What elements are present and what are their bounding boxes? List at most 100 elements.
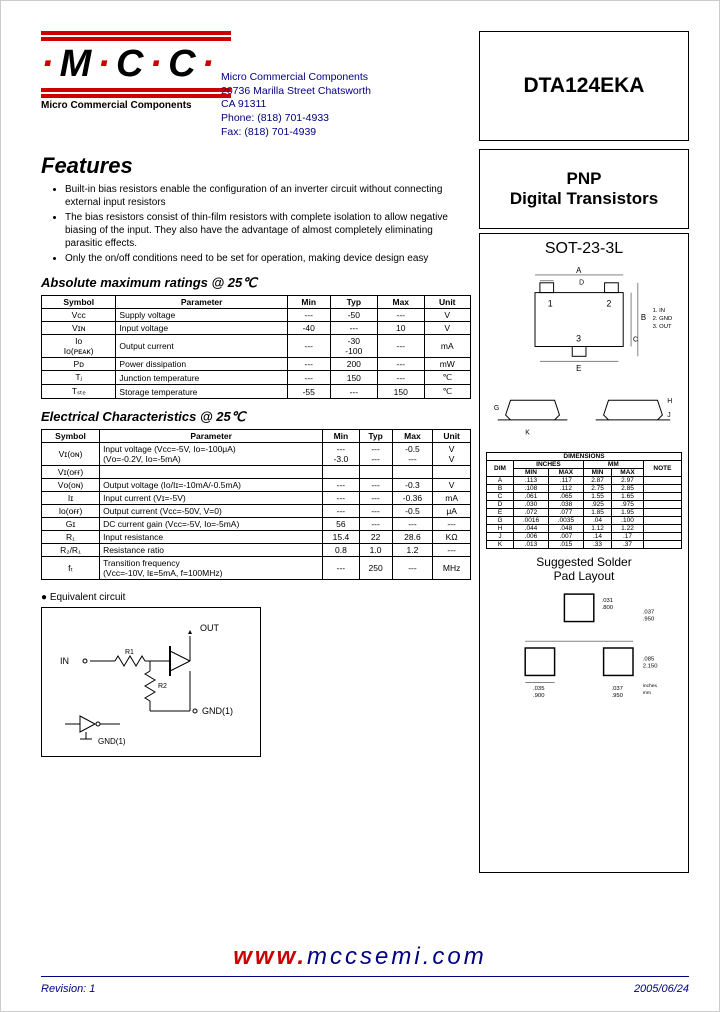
cell: --- (378, 358, 424, 371)
cell: 0.8 (323, 544, 359, 557)
cell: Tₛₜₑ (42, 385, 116, 399)
cell: Vɪɴ (42, 322, 116, 335)
table-row: K.013.015.33.37 (487, 541, 682, 549)
cell: 15.4 (323, 531, 359, 544)
svg-text:.800: .800 (602, 605, 614, 611)
cell (643, 509, 681, 517)
cell: .37 (612, 541, 644, 549)
cell: --- (330, 322, 377, 335)
cell: 2.97 (612, 477, 644, 485)
table-row: VᴄᴄSupply voltage----50---V (42, 309, 471, 322)
subtitle-l1: PNP (567, 169, 602, 189)
table-row: B.108.1122.752.85 (487, 485, 682, 493)
addr-line: 20736 Marilla Street Chatsworth (221, 85, 471, 99)
svg-text:OUT: OUT (200, 623, 220, 633)
eq-circuit-label: Equivalent circuit (41, 592, 471, 603)
cell: Output voltage (Iᴏ/Iɪ=-10mA/-0.5mA) (100, 479, 323, 492)
col-header: Unit (433, 430, 471, 443)
cell: --- (287, 309, 330, 322)
cell: G (487, 517, 514, 525)
package-top-view: 1 2 3 A D B C E 1. IN 2. GND 3. OUT (486, 262, 682, 382)
cell: .100 (612, 517, 644, 525)
dim-h: NOTE (643, 461, 681, 477)
footer-date: 2005/06/24 (634, 983, 689, 995)
features-list: Built-in bias resistors enable the confi… (41, 183, 471, 265)
col-header: Min (287, 296, 330, 309)
features-heading: Features (41, 153, 471, 179)
logo-block: ·M·C·C· Micro Commercial Components Micr… (41, 31, 471, 141)
cell: Vᴄᴄ (42, 309, 116, 322)
cell: .013 (514, 541, 549, 549)
cell: --- (323, 505, 359, 518)
cell: -0.3 (392, 479, 433, 492)
addr-line: Fax: (818) 701-4939 (221, 126, 471, 140)
cell: .17 (612, 533, 644, 541)
pad-layout-title: Suggested Solder Pad Layout (486, 555, 682, 583)
cell: --- (392, 518, 433, 531)
cell: --- (378, 309, 424, 322)
cell: --- --- (359, 443, 392, 466)
cell: .108 (514, 485, 549, 493)
cell: Vɪ(ᴏғғ) (42, 466, 100, 479)
svg-text:H: H (667, 398, 672, 405)
cell: .044 (514, 525, 549, 533)
logo-bar (41, 37, 231, 41)
cell: --- (359, 479, 392, 492)
cell: Vᴏ(ᴏɴ) (42, 479, 100, 492)
cell: Junction temperature (116, 371, 287, 385)
cell: --- -3.0 (323, 443, 359, 466)
table-row: PᴅPower dissipation---200---mW (42, 358, 471, 371)
cell: -55 (287, 385, 330, 399)
cell: --- (323, 479, 359, 492)
cell: --- (359, 505, 392, 518)
col-header: Unit (424, 296, 471, 309)
svg-text:2: 2 (607, 298, 612, 308)
cell: J (487, 533, 514, 541)
table-row: Vɪ(ᴏɴ)Input voltage (Vᴄᴄ=-5V, Iᴏ=-100μA)… (42, 443, 471, 466)
svg-text:1: 1 (548, 298, 553, 308)
dim-h: DIM (487, 461, 514, 477)
cell: --- (330, 385, 377, 399)
svg-text:mm: mm (643, 691, 651, 696)
cell: -0.5 (392, 505, 433, 518)
cell: A (487, 477, 514, 485)
cell: V V (433, 443, 471, 466)
cell: Resistance ratio (100, 544, 323, 557)
cell (643, 493, 681, 501)
cell: 1.95 (612, 509, 644, 517)
dim-title: DIMENSIONS (487, 453, 682, 461)
footer-revision: Revision: 1 (41, 983, 95, 995)
footer-url: www.mccsemi.com (1, 943, 719, 971)
cell: .038 (548, 501, 583, 509)
svg-text:J: J (667, 412, 670, 419)
feature-item: Only the on/off conditions need to be se… (65, 252, 471, 265)
cell: 56 (323, 518, 359, 531)
svg-text:3: 3 (576, 334, 581, 344)
subtitle-l2: Digital Transistors (510, 189, 658, 209)
dim-h: MIN (514, 469, 549, 477)
cell: 1.22 (612, 525, 644, 533)
table-row: IɪInput current (Vɪ=-5V)-------0.36mA (42, 492, 471, 505)
cell: V (424, 322, 471, 335)
elec-heading: Electrical Characteristics @ 25℃ (41, 409, 471, 425)
svg-text:GND(1): GND(1) (202, 706, 233, 716)
col-header: Min (323, 430, 359, 443)
table-row: Iᴏ Iᴏ(ᴘᴇᴀᴋ)Output current----30 -100---m… (42, 335, 471, 358)
cell: 200 (330, 358, 377, 371)
cell: .048 (548, 525, 583, 533)
cell: -0.5 --- (392, 443, 433, 466)
cell (643, 477, 681, 485)
cell: V (424, 309, 471, 322)
cell: Input current (Vɪ=-5V) (100, 492, 323, 505)
cell: Transition frequency (Vᴄᴄ=-10V, Iᴇ=5mA, … (100, 557, 323, 580)
cell: Supply voltage (116, 309, 287, 322)
cell: .112 (548, 485, 583, 493)
col-header: Max (392, 430, 433, 443)
cell: 22 (359, 531, 392, 544)
cell: --- (433, 518, 471, 531)
table-row: fₜTransition frequency (Vᴄᴄ=-10V, Iᴇ=5mA… (42, 557, 471, 580)
cell: Storage temperature (116, 385, 287, 399)
cell: Gɪ (42, 518, 100, 531)
cell: --- (323, 492, 359, 505)
cell: 1.0 (359, 544, 392, 557)
